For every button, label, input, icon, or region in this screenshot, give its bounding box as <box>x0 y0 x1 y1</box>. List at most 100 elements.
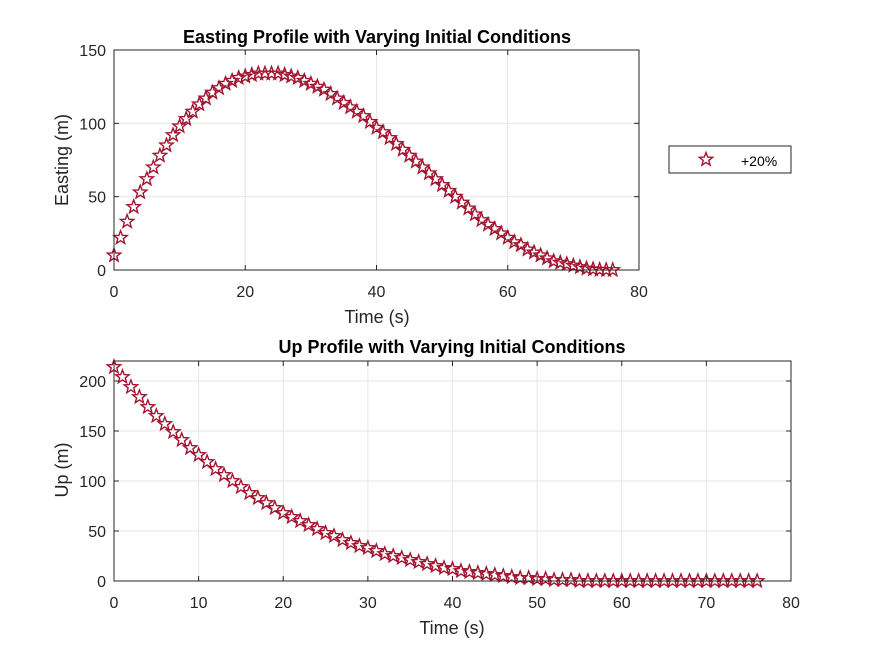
data-point <box>217 74 235 92</box>
data-point <box>190 445 208 463</box>
y-tick-label: 0 <box>97 263 106 280</box>
data-point <box>151 146 169 163</box>
data-point <box>466 205 484 222</box>
data-point <box>198 453 216 470</box>
data-point <box>317 524 335 541</box>
data-point <box>177 109 195 127</box>
y-tick-label: 200 <box>79 374 106 391</box>
data-point <box>181 439 199 456</box>
data-point <box>210 79 228 96</box>
data-point <box>435 559 453 576</box>
data-point <box>460 562 478 580</box>
easting-xlabel: Time (s) <box>344 307 409 327</box>
data-point <box>266 499 284 516</box>
data-point <box>427 170 445 187</box>
easting-title: Easting Profile with Varying Initial Con… <box>183 27 571 47</box>
data-point <box>144 158 162 175</box>
x-tick-label: 40 <box>444 595 462 612</box>
data-point <box>443 560 462 577</box>
data-point <box>230 68 248 86</box>
y-tick-label: 50 <box>88 524 106 541</box>
x-tick-label: 40 <box>368 284 386 301</box>
data-point <box>236 67 254 84</box>
data-point <box>410 553 428 570</box>
data-point <box>381 128 399 146</box>
data-point <box>420 164 438 181</box>
data-point <box>308 77 326 94</box>
data-point <box>289 68 307 86</box>
data-point <box>477 565 495 582</box>
data-point <box>532 246 550 263</box>
data-point <box>240 484 258 501</box>
x-tick-label: 0 <box>110 284 119 301</box>
x-tick-label: 60 <box>613 595 631 612</box>
data-point <box>130 388 148 405</box>
data-point <box>274 504 292 521</box>
data-point <box>401 551 419 568</box>
data-point <box>518 240 536 257</box>
data-point <box>453 193 471 210</box>
legend-marker <box>697 150 715 167</box>
data-point <box>459 199 477 216</box>
data-point <box>486 566 504 583</box>
data-point <box>164 126 182 143</box>
data-point <box>112 228 130 246</box>
data-point <box>376 545 394 562</box>
data-point <box>374 123 392 140</box>
legend-entry-label: +20% <box>741 153 777 169</box>
data-point <box>537 570 555 587</box>
y-tick-label: 100 <box>79 474 106 491</box>
data-point <box>433 175 451 193</box>
data-point <box>342 534 360 551</box>
data-point <box>367 542 385 559</box>
easting-plot: 0 20 40 60 80 0 50 100 150 Easting Profile with … <box>52 27 648 327</box>
up-plot: 0 10 20 30 40 50 60 70 80 0 50 100 150 200 Up Profile… <box>52 337 800 638</box>
up-xlabel: Time (s) <box>419 618 484 638</box>
x-tick-label: 70 <box>697 595 715 612</box>
y-tick-label: 100 <box>79 116 106 133</box>
y-tick-label: 50 <box>88 190 106 207</box>
data-point <box>333 531 352 548</box>
data-point <box>525 243 543 260</box>
legend: +20% <box>668 145 792 174</box>
data-point <box>232 478 250 495</box>
data-point <box>350 537 368 554</box>
data-point <box>164 423 182 440</box>
x-tick-label: 60 <box>499 284 517 301</box>
data-point <box>494 566 512 584</box>
data-point <box>418 555 436 572</box>
data-point <box>407 152 425 169</box>
data-point <box>469 564 487 581</box>
data-point <box>131 183 149 200</box>
data-point <box>122 377 140 395</box>
data-point <box>184 102 202 119</box>
data-point <box>171 117 189 134</box>
y-tick-label: 150 <box>79 424 106 441</box>
data-point <box>249 489 267 506</box>
data-point <box>206 460 225 477</box>
x-tick-label: 0 <box>110 595 119 612</box>
data-point <box>139 398 157 415</box>
y-tick-label: 0 <box>97 574 106 591</box>
data-point <box>203 83 221 100</box>
data-point <box>505 233 523 250</box>
data-point <box>215 466 233 483</box>
x-tick-label: 30 <box>359 595 377 612</box>
legend-box <box>668 145 792 174</box>
data-point <box>354 106 372 124</box>
data-point <box>384 547 402 564</box>
data-point <box>748 572 766 589</box>
data-point <box>147 407 165 424</box>
data-point <box>125 197 143 215</box>
data-point <box>157 136 176 153</box>
data-point <box>302 74 320 92</box>
data-point <box>156 414 174 432</box>
easting-ticks: 0 20 40 60 80 0 50 100 150 <box>79 43 648 301</box>
data-point <box>138 170 156 187</box>
data-point <box>503 568 521 585</box>
legend-star-marker <box>697 150 715 167</box>
y-tick-label: 150 <box>79 43 106 60</box>
data-point <box>308 520 326 537</box>
data-point <box>118 212 136 229</box>
